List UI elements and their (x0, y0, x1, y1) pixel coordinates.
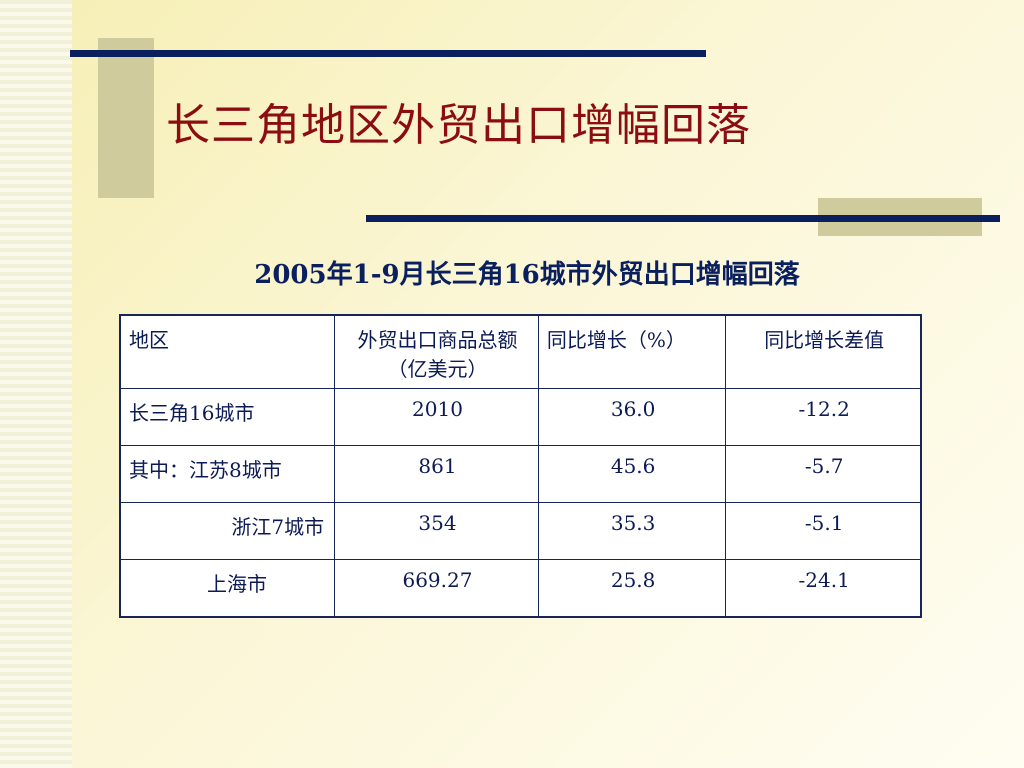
growth-difference-cell: -5.7 (725, 445, 922, 503)
table-caption: 2005年1-9月长三角16城市外贸出口增幅回落 (254, 260, 800, 290)
yoy-growth-cell: 35.3 (537, 502, 727, 560)
region-cell: 上海市 (119, 559, 336, 618)
yoy-growth-cell: 45.6 (537, 445, 727, 503)
export-total-cell: 669.27 (334, 559, 539, 618)
decorative-block-top-left (98, 38, 154, 198)
table-row: 长三角16城市 2010 36.0 -12.2 (119, 388, 922, 446)
decorative-stripes (0, 0, 72, 768)
header-cell-growth-difference: 同比增长差值 (725, 314, 922, 389)
table-row: 其中：江苏8城市 861 45.6 -5.7 (119, 445, 922, 503)
export-total-cell: 861 (334, 445, 539, 503)
export-total-cell: 354 (334, 502, 539, 560)
region-cell: 其中：江苏8城市 (119, 445, 336, 503)
export-growth-table: 地区 外贸出口商品总额（亿美元） 同比增长（%） 同比增长差值 长三角16城市 … (119, 314, 922, 618)
page-title: 长三角地区外贸出口增幅回落 (166, 100, 751, 151)
region-cell: 浙江7城市 (119, 502, 336, 560)
decorative-line-top (70, 50, 706, 57)
table-row: 浙江7城市 354 35.3 -5.1 (119, 502, 922, 560)
decorative-line-middle (366, 215, 1000, 222)
table-row: 上海市 669.27 25.8 -24.1 (119, 559, 922, 618)
header-cell-yoy-growth: 同比增长（%） (537, 314, 727, 389)
header-cell-export-total: 外贸出口商品总额（亿美元） (334, 314, 539, 389)
yoy-growth-cell: 25.8 (537, 559, 727, 618)
region-cell: 长三角16城市 (119, 388, 336, 446)
header-cell-region: 地区 (119, 314, 336, 389)
yoy-growth-cell: 36.0 (537, 388, 727, 446)
export-total-cell: 2010 (334, 388, 539, 446)
table-header-row: 地区 外贸出口商品总额（亿美元） 同比增长（%） 同比增长差值 (119, 314, 922, 389)
growth-difference-cell: -24.1 (725, 559, 922, 618)
growth-difference-cell: -12.2 (725, 388, 922, 446)
growth-difference-cell: -5.1 (725, 502, 922, 560)
